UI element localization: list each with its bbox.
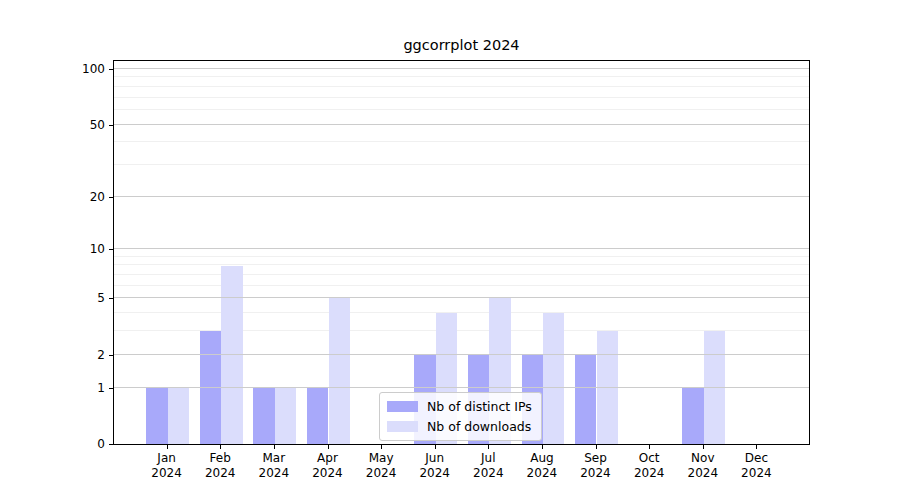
x-tick-mar-2024 — [274, 445, 275, 449]
y-tick-10 — [109, 249, 113, 250]
bar-nb-of-downloads-nov-2024 — [704, 331, 725, 444]
bar-nb-of-downloads-aug-2024 — [543, 313, 564, 444]
y-tick-label-2: 2 — [0, 347, 105, 363]
x-tick-dec-2024 — [756, 445, 757, 449]
x-tick-label-apr-2024: Apr 2024 — [301, 451, 355, 481]
x-tick-label-sep-2024: Sep 2024 — [569, 451, 623, 481]
bar-nb-of-downloads-jan-2024 — [168, 388, 189, 444]
gridline-minor-4 — [114, 312, 809, 313]
gridline-major-50 — [114, 124, 809, 125]
legend-swatch-nb-of-distinct-ips — [387, 401, 418, 412]
x-tick-label-mar-2024: Mar 2024 — [247, 451, 301, 481]
bar-nb-of-distinct-ips-feb-2024 — [200, 331, 221, 444]
bar-nb-of-distinct-ips-mar-2024 — [253, 388, 274, 444]
x-tick-nov-2024 — [703, 445, 704, 449]
y-tick-label-1: 1 — [0, 380, 105, 396]
gridline-minor-90 — [114, 76, 809, 77]
bar-nb-of-distinct-ips-jan-2024 — [146, 388, 167, 444]
gridline-major-10 — [114, 248, 809, 249]
bar-nb-of-distinct-ips-nov-2024 — [682, 388, 703, 444]
x-tick-label-may-2024: May 2024 — [354, 451, 408, 481]
bar-nb-of-distinct-ips-sep-2024 — [575, 355, 596, 444]
x-tick-apr-2024 — [328, 445, 329, 449]
chart-title: ggcorrplot 2024 — [113, 36, 810, 54]
y-tick-label-20: 20 — [0, 189, 105, 205]
gridline-minor-40 — [114, 141, 809, 142]
y-tick-2 — [109, 355, 113, 356]
bar-nb-of-downloads-apr-2024 — [329, 298, 350, 444]
gridline-minor-70 — [114, 97, 809, 98]
y-tick-label-10: 10 — [0, 241, 105, 257]
gridline-minor-7 — [114, 274, 809, 275]
legend-item-nb-of-downloads: Nb of downloads — [387, 418, 532, 435]
y-tick-50 — [109, 125, 113, 126]
gridline-minor-80 — [114, 86, 809, 87]
x-tick-label-jun-2024: Jun 2024 — [408, 451, 462, 481]
y-tick-5 — [109, 298, 113, 299]
gridline-minor-8 — [114, 264, 809, 265]
gridline-major-2 — [114, 354, 809, 355]
x-tick-label-oct-2024: Oct 2024 — [622, 451, 676, 481]
x-tick-label-jul-2024: Jul 2024 — [461, 451, 515, 481]
bar-nb-of-downloads-sep-2024 — [597, 331, 618, 444]
y-tick-20 — [109, 197, 113, 198]
x-tick-may-2024 — [381, 445, 382, 449]
x-tick-oct-2024 — [649, 445, 650, 449]
y-tick-100 — [109, 69, 113, 70]
x-tick-aug-2024 — [542, 445, 543, 449]
bar-nb-of-downloads-mar-2024 — [275, 388, 296, 444]
legend-label-nb-of-distinct-ips: Nb of distinct IPs — [427, 399, 532, 415]
legend: Nb of distinct IPs Nb of downloads — [379, 392, 542, 441]
gridline-major-20 — [114, 196, 809, 197]
y-tick-label-5: 5 — [0, 290, 105, 306]
legend-swatch-nb-of-downloads — [387, 421, 418, 432]
x-tick-label-dec-2024: Dec 2024 — [729, 451, 783, 481]
x-tick-jul-2024 — [488, 445, 489, 449]
x-tick-jun-2024 — [435, 445, 436, 449]
gridline-minor-30 — [114, 164, 809, 165]
y-tick-1 — [109, 388, 113, 389]
x-tick-label-feb-2024: Feb 2024 — [193, 451, 247, 481]
y-tick-0 — [109, 444, 113, 445]
plot-area — [113, 60, 810, 445]
bar-nb-of-downloads-feb-2024 — [221, 266, 242, 445]
bar-nb-of-distinct-ips-apr-2024 — [307, 388, 328, 444]
gridline-minor-9 — [114, 256, 809, 257]
legend-item-nb-of-distinct-ips: Nb of distinct IPs — [387, 398, 532, 415]
x-tick-label-nov-2024: Nov 2024 — [676, 451, 730, 481]
y-tick-label-100: 100 — [0, 61, 105, 77]
y-tick-label-0: 0 — [0, 436, 105, 452]
gridline-minor-6 — [114, 285, 809, 286]
gridline-minor-60 — [114, 109, 809, 110]
figure: ggcorrplot 2024 0 1 2 5 10 20 50 100 Jan 2024Feb… — [0, 0, 900, 500]
gridline-major-100 — [114, 68, 809, 69]
gridline-major-5 — [114, 297, 809, 298]
x-tick-feb-2024 — [220, 445, 221, 449]
x-tick-sep-2024 — [596, 445, 597, 449]
gridline-major-1 — [114, 387, 809, 388]
x-tick-label-aug-2024: Aug 2024 — [515, 451, 569, 481]
x-tick-label-jan-2024: Jan 2024 — [140, 451, 194, 481]
legend-label-nb-of-downloads: Nb of downloads — [427, 419, 531, 435]
y-tick-label-50: 50 — [0, 117, 105, 133]
x-tick-jan-2024 — [167, 445, 168, 449]
